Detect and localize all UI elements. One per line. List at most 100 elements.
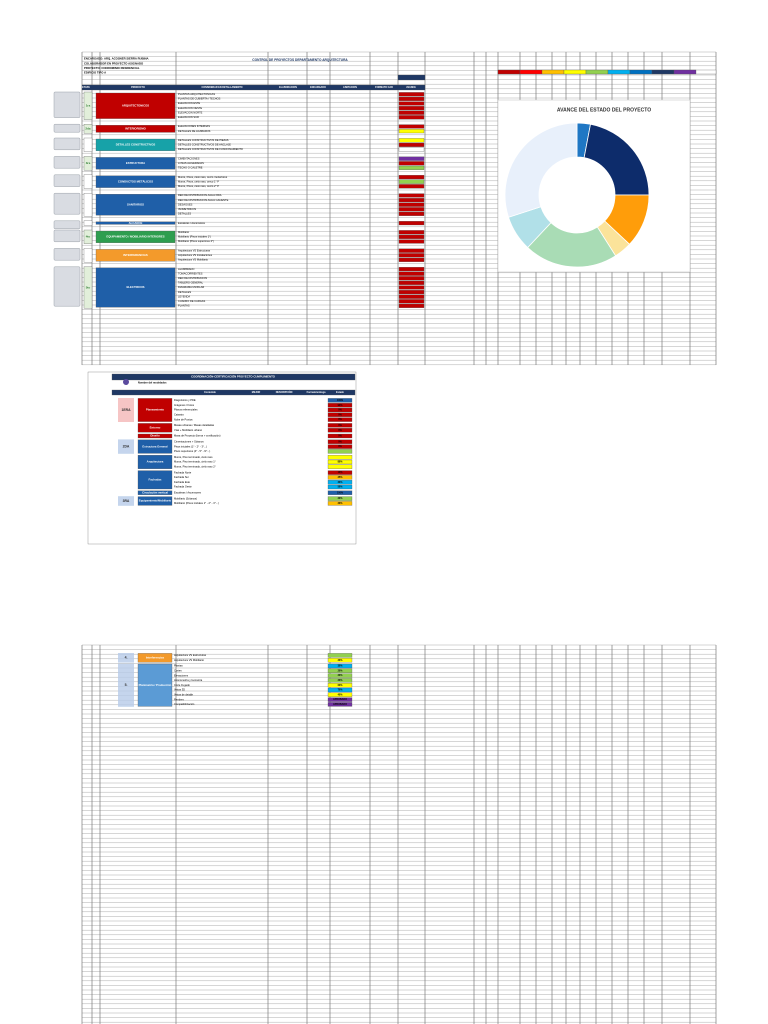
legend-swatch <box>563 69 587 75</box>
group-label <box>137 455 173 469</box>
section-label <box>95 138 176 151</box>
status-cell <box>327 403 353 408</box>
cell-text: Fachada Oeste <box>174 485 192 489</box>
cell-text: EQUIPAMIENTO / MOBILIARIO INTERIORES <box>106 235 164 239</box>
status-cell <box>327 464 353 469</box>
cell-text: 0% <box>338 435 342 438</box>
status-cell <box>398 161 425 166</box>
cell-text: 3RA <box>123 499 130 503</box>
status-cell <box>327 496 353 501</box>
cell-text: DESCRIPCIÓN <box>276 391 293 394</box>
cell-text: 0% <box>338 418 342 421</box>
cell-text: Axonometría y Isometría <box>174 678 203 682</box>
thumbnail <box>53 137 81 151</box>
cell-text: Escaleras / Ascensores <box>174 490 202 494</box>
cell-text: Mobiliario (Sótanos) <box>174 496 197 500</box>
cell-text: Interferencias <box>146 656 165 660</box>
section-label <box>95 194 176 216</box>
cell-text: Muros, Piso terminado, cielo raso 1° <box>174 460 216 464</box>
cell-text: CONTROL DE PROYECTOS DEPARTAMENTO ARQUIT… <box>252 58 348 62</box>
cell-text: 30% <box>338 665 344 668</box>
cell-text: Fachada Sur <box>174 475 189 479</box>
cell-text: Renders <box>174 697 185 701</box>
legend-swatch <box>541 69 565 75</box>
cell-text: Nombre del modelador: <box>138 381 167 385</box>
status-cell <box>327 501 353 506</box>
cell-text: LOSAS ALIGERADAS <box>178 161 204 165</box>
status-cell <box>398 147 425 152</box>
cell-text: ELEVACION SUR <box>178 115 199 119</box>
status-cell <box>398 294 425 299</box>
cell-text: 0% <box>338 409 342 412</box>
cell-text: Escaleras / Ascensores <box>178 221 206 225</box>
cell-text: DETALLES CONSTRUCTIVOS DE ANCLAJE <box>178 143 231 147</box>
cell-text: ELECTRICOS <box>126 285 144 289</box>
status-cell <box>398 253 425 258</box>
cell-text: Muros, Pisos, cielo raso, cerco 2° P <box>178 184 219 188</box>
cell-text: Mobiliario (Pisos superiores 2°) <box>178 239 214 243</box>
cell-text: COORDINACIÓN-CERTIFICACIÓN PROYECTO CUMP… <box>191 374 276 379</box>
stage-cell <box>83 91 93 120</box>
status-cell <box>398 92 425 97</box>
cell-text: Arquitectura VS Estructuras <box>178 248 211 252</box>
group-label <box>137 470 173 490</box>
status-cell <box>398 101 425 106</box>
cell-text: APROBADO <box>333 698 347 701</box>
cell-text: Nube de Puntos <box>174 417 193 421</box>
cell-text: Arquitectura <box>147 460 164 464</box>
cell-text: Arquitectura VS Mobiliario <box>178 258 209 262</box>
status-cell <box>398 211 425 216</box>
stage-arrow <box>118 496 134 506</box>
content: CONTROL DE PROYECTOS DEPARTAMENTO ARQUIT… <box>53 57 717 707</box>
cell-text: Vías + Mobiliario urbano <box>174 428 203 432</box>
status-cell <box>327 412 353 417</box>
cell-text: MEJOR <box>252 391 261 394</box>
cell-text: INTERIORISMO <box>125 127 146 131</box>
status-cell <box>398 267 425 272</box>
status-cell <box>327 663 353 669</box>
status-cell <box>398 115 425 120</box>
cell-text: PRODUCTO <box>131 86 145 89</box>
section-label <box>95 157 176 170</box>
cell-text: COLABORADOR EN PROYECTO ASIGNADO <box>84 61 144 65</box>
section-label <box>95 221 176 225</box>
status-cell <box>398 106 425 111</box>
cell-text: 4. <box>125 656 128 660</box>
stage-cell <box>83 248 93 263</box>
status-cell <box>327 470 353 475</box>
cell-text: 20% <box>338 674 344 677</box>
status-cell <box>398 124 425 129</box>
status-cell <box>398 271 425 276</box>
status-cell <box>327 475 353 480</box>
cell-text: Diagnóstico y PDE <box>174 398 196 402</box>
cell-text: DETALLES DE ACABADOS <box>178 129 211 133</box>
cell-text: AVANCE <box>406 86 416 89</box>
status-cell <box>398 202 425 207</box>
status-cell <box>398 257 425 262</box>
status-cell <box>327 490 353 495</box>
cell-text: Muros, Piso terminado, cielo raso <box>174 455 213 459</box>
cell-text: FORMATO CAD <box>375 86 393 89</box>
status-cell <box>327 398 353 403</box>
cell-text: 100% <box>337 399 344 402</box>
legend-swatch <box>585 69 609 75</box>
cell-text: EDIFICIO TIPO A <box>84 71 106 75</box>
cell-text: 25% <box>338 476 344 479</box>
cell-text: Vistas de detalle <box>174 692 194 696</box>
status-cell <box>398 230 425 235</box>
cell-text: 60% <box>338 684 344 687</box>
cell-text: ETAPA <box>82 86 90 89</box>
cell-text: ENCARGADO <box>310 86 326 89</box>
cell-text: Arquitectura VS Mobiliario <box>174 658 205 662</box>
table-frame <box>87 371 357 545</box>
cell-text: 2DA <box>123 444 130 448</box>
cell-text: Fachada Norte <box>174 470 192 474</box>
cell-text: DETALLES <box>178 290 191 294</box>
cell-text: Compatibilización <box>174 702 195 706</box>
cell-text: Entorno <box>150 426 161 430</box>
status-cell <box>398 179 425 184</box>
cell-text: RED DE DISTRIBUCION AGUA CALIENTE <box>178 198 229 202</box>
status-cell <box>327 417 353 422</box>
cell-text: SANITARIOS <box>127 202 144 206</box>
column-header <box>81 84 426 91</box>
